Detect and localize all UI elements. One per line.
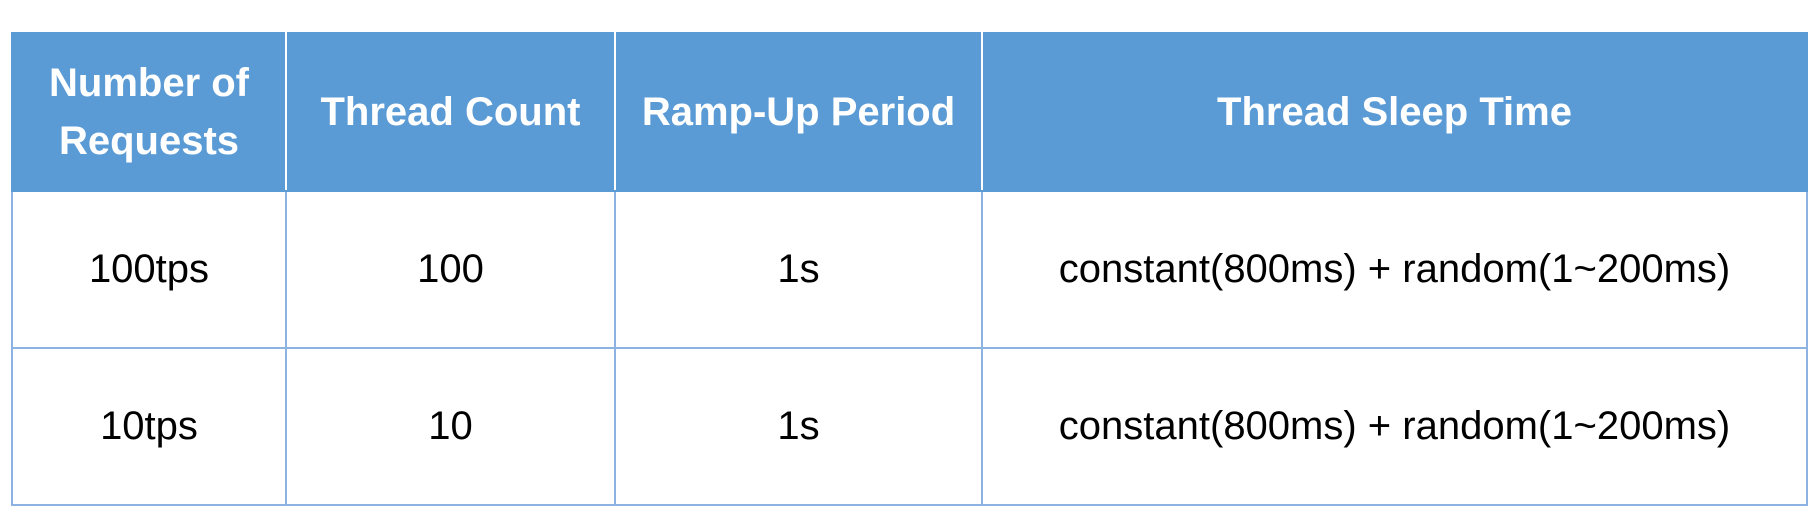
cell-thread-count: 10 xyxy=(285,347,616,506)
cell-thread-sleep-time: constant(800ms) + random(1~200ms) xyxy=(981,190,1808,349)
header-number-of-requests: Number of Requests xyxy=(11,32,287,192)
cell-number-of-requests: 10tps xyxy=(11,347,287,506)
header-row: Number of Requests Thread Count Ramp-Up … xyxy=(11,32,1808,192)
load-test-config-table: Number of Requests Thread Count Ramp-Up … xyxy=(11,32,1808,506)
table-row: 100tps 100 1s constant(800ms) + random(1… xyxy=(11,190,1808,349)
table-body: 100tps 100 1s constant(800ms) + random(1… xyxy=(11,190,1808,506)
table-header: Number of Requests Thread Count Ramp-Up … xyxy=(11,32,1808,192)
cell-thread-count: 100 xyxy=(285,190,616,349)
cell-ramp-up-period: 1s xyxy=(614,347,983,506)
cell-ramp-up-period: 1s xyxy=(614,190,983,349)
cell-thread-sleep-time: constant(800ms) + random(1~200ms) xyxy=(981,347,1808,506)
load-test-table-container: Number of Requests Thread Count Ramp-Up … xyxy=(11,32,1808,506)
cell-number-of-requests: 100tps xyxy=(11,190,287,349)
table-row: 10tps 10 1s constant(800ms) + random(1~2… xyxy=(11,347,1808,506)
header-thread-count: Thread Count xyxy=(285,32,616,192)
header-ramp-up-period: Ramp-Up Period xyxy=(614,32,983,192)
header-thread-sleep-time: Thread Sleep Time xyxy=(981,32,1808,192)
